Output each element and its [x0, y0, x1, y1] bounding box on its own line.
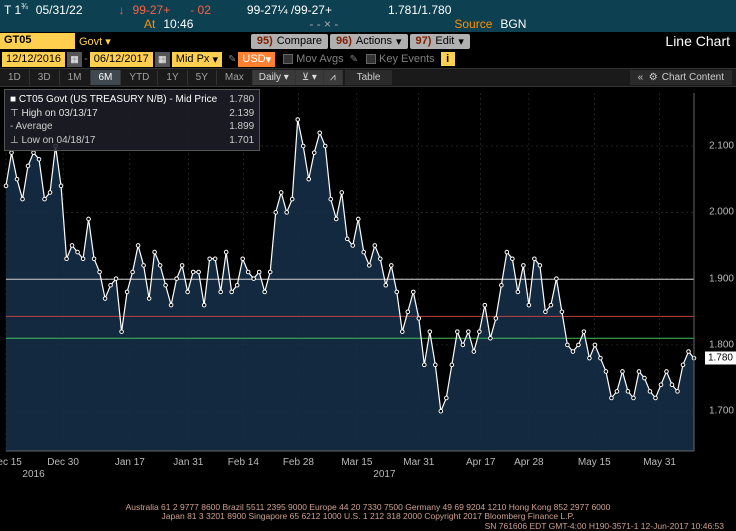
compare-button[interactable]: 95)Compare: [251, 34, 328, 49]
x-tick-label: Dec 15: [0, 457, 22, 468]
quote-bar: T 1¾ 05/31/22 ↓ 99-27+ - 02 99-27¼ /99-27…: [0, 0, 736, 32]
x-tick-label: May 15: [578, 457, 611, 468]
quote-time: 10:46: [163, 17, 193, 31]
table-button[interactable]: Table: [345, 70, 393, 85]
range-ytd[interactable]: YTD: [121, 70, 158, 85]
date-from-input[interactable]: 12/12/2016: [2, 52, 65, 67]
range-6m[interactable]: 6M: [91, 70, 122, 85]
edit-button[interactable]: 97)Edit ▾: [410, 34, 470, 49]
x-tick-label: Jan 17: [115, 457, 145, 468]
maturity-date: 05/31/22: [36, 3, 83, 17]
date-to-input[interactable]: 06/12/2017: [90, 52, 153, 67]
x-tick-label: Feb 14: [228, 457, 259, 468]
bid-price: 99-27¼ /99-27+: [247, 3, 332, 17]
y-tick-label: 1.900: [709, 273, 734, 284]
chart-area[interactable]: ■ CT05 Govt (US TREASURY N/B) - Mid Pric…: [0, 86, 736, 486]
x-year-label: 2016: [22, 469, 44, 480]
ticker-row: GT05 Govt ▾ 95)Compare 96)Actions ▾ 97)E…: [0, 32, 736, 50]
mov-avgs-edit-icon[interactable]: ✎: [350, 54, 358, 65]
range-1d[interactable]: 1D: [0, 70, 30, 85]
actions-button[interactable]: 96)Actions ▾: [330, 34, 408, 49]
x-tick-label: Apr 28: [514, 457, 543, 468]
info-icon[interactable]: i: [441, 52, 455, 66]
ticker-input[interactable]: GT05: [0, 33, 75, 49]
x-tick-label: Apr 17: [466, 457, 495, 468]
page-title: Line Chart: [665, 33, 736, 49]
key-events-toggle[interactable]: Key Events: [366, 53, 435, 65]
x-year-label: 2017: [373, 469, 395, 480]
menu-bar: 95)Compare 96)Actions ▾ 97)Edit ▾: [251, 33, 472, 49]
edit-icon[interactable]: ✎: [228, 54, 236, 65]
range-max[interactable]: Max: [217, 70, 253, 85]
range-5y[interactable]: 5Y: [188, 70, 217, 85]
legend-box: ■ CT05 Govt (US TREASURY N/B) - Mid Pric…: [4, 89, 260, 151]
at-label: At: [144, 17, 155, 31]
chart-content-button[interactable]: « ⚙ Chart Content: [630, 70, 732, 85]
price-type-select[interactable]: Mid Px ▾: [172, 52, 222, 67]
yield-values: 1.781/1.780: [388, 3, 451, 17]
y-tick-label: 2.100: [709, 141, 734, 152]
calendar-to-icon[interactable]: ▦: [155, 52, 170, 67]
source-value: BGN: [500, 17, 526, 31]
range-3d[interactable]: 3D: [30, 70, 60, 85]
range-1y[interactable]: 1Y: [158, 70, 187, 85]
price-change: - 02: [190, 3, 211, 17]
chart-type-select[interactable]: ⊻ ▾: [296, 70, 324, 85]
mov-avgs-toggle[interactable]: Mov Avgs: [283, 53, 344, 65]
y-tick-label: 2.000: [709, 207, 734, 218]
source-label: Source: [454, 17, 492, 31]
interval-select[interactable]: Daily ▾: [253, 70, 296, 85]
x-tick-label: Dec 30: [47, 457, 79, 468]
x-tick-label: Feb 28: [283, 457, 314, 468]
x-tick-label: Mar 15: [341, 457, 372, 468]
range-bar: 1D3D1M6MYTD1Y5YMax Daily ▾ ⊻ ▾ ⩘ Table «…: [0, 68, 736, 86]
security-label: T 1¾: [4, 2, 28, 17]
last-price: 99-27+: [133, 3, 171, 17]
x-tick-label: Mar 31: [403, 457, 434, 468]
line-style-select[interactable]: ⩘: [324, 70, 343, 85]
current-value-tag: 1.780: [705, 352, 736, 365]
footer: Australia 61 2 9777 8600 Brazil 5511 239…: [0, 502, 736, 530]
arrow-down-icon: ↓: [119, 3, 125, 17]
ticker-class: Govt ▾: [79, 35, 111, 48]
x-tick-label: Jan 31: [173, 457, 203, 468]
xx-placeholder: - - × -: [309, 17, 338, 31]
x-tick-label: May 31: [643, 457, 676, 468]
range-1m[interactable]: 1M: [60, 70, 91, 85]
currency-select[interactable]: USD ▾: [238, 52, 275, 67]
y-tick-label: 1.700: [709, 406, 734, 417]
calendar-from-icon[interactable]: ▦: [67, 52, 82, 67]
y-tick-label: 1.800: [709, 339, 734, 350]
filter-row: 12/12/2016 ▦ - 06/12/2017 ▦ Mid Px ▾ ✎ U…: [0, 50, 736, 68]
